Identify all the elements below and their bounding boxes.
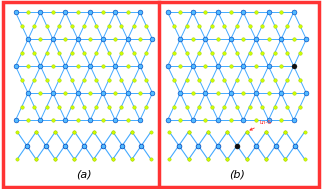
Text: (a): (a) (76, 170, 92, 180)
Text: Ln-S: Ln-S (250, 120, 271, 130)
Text: (b): (b) (229, 170, 245, 180)
